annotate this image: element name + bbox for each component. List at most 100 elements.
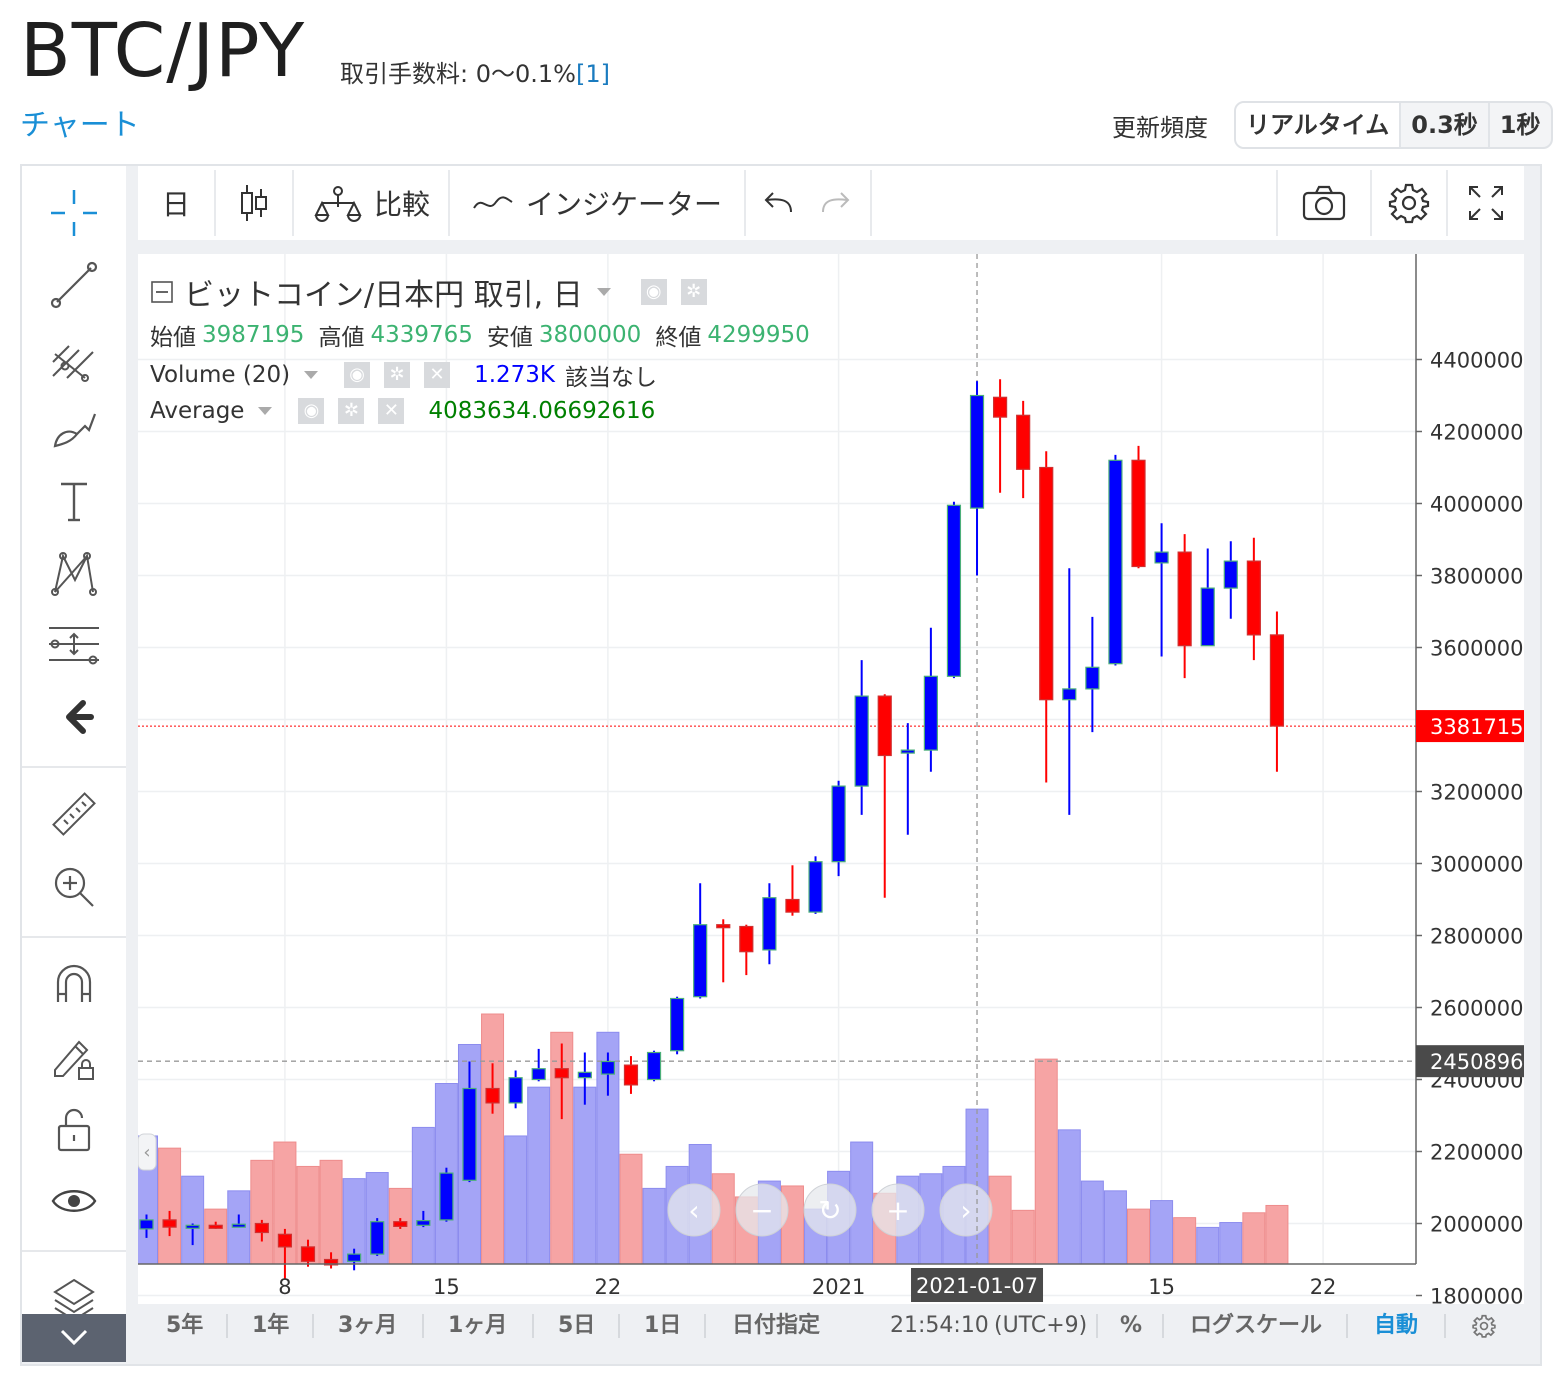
candle-style-button[interactable] [216,166,292,240]
series-settings-gear-icon[interactable]: ✲ [680,279,707,305]
log-scale-button[interactable]: ログスケール [1190,1313,1323,1338]
volume-ma-value: 該当なし [565,365,658,391]
compare-button[interactable]: 比較 [294,166,450,240]
chart-nav-glyph: + [886,1194,909,1227]
crosshair-price-label: 2450896 [1430,1050,1524,1074]
auto-scale-button[interactable]: 自動 [1374,1313,1419,1338]
trend-line-icon[interactable] [22,250,126,320]
compare-label: 比較 [373,188,430,221]
y-tick-label: 2800000 [1430,925,1524,949]
candle-body [508,1077,523,1104]
magnet-icon[interactable] [22,950,126,1020]
lock-drawing-icon[interactable] [22,1022,126,1092]
volume-eye-icon[interactable]: ◉ [344,362,371,388]
freq-realtime-button[interactable]: リアルタイム [1236,103,1400,147]
range-1d-button[interactable]: 1日 [644,1313,682,1338]
volume-bar [988,1175,1012,1265]
collapse-legend-icon[interactable] [150,280,174,304]
date-picker-button[interactable]: 日付指定 [732,1313,821,1338]
fullscreen-button[interactable] [1448,166,1524,240]
screenshot-button[interactable] [1278,166,1370,240]
candle-body [300,1246,316,1262]
candle-body [1246,560,1261,636]
indicator-icon [473,196,513,209]
volume-bar [619,1153,643,1265]
collapse-toolbar-button[interactable] [22,1314,126,1362]
percent-scale-button[interactable]: % [1120,1313,1143,1338]
candle-body [277,1233,293,1248]
volume-indicator-name: Volume (20) [150,362,291,388]
range-3m-button[interactable]: 3ヶ月 [338,1313,398,1338]
candle-body [646,1051,662,1081]
range-5d-button[interactable]: 5日 [558,1313,596,1338]
average-gear-icon[interactable]: ✲ [338,398,365,424]
toolbar-divider [744,170,746,236]
text-icon[interactable] [22,466,126,536]
legend-dropdown-icon[interactable] [596,288,611,296]
volume-bar [1242,1212,1266,1265]
range-1m-button[interactable]: 1ヶ月 [448,1313,508,1338]
back-arrow-icon[interactable] [22,682,126,752]
volume-bar [1265,1204,1289,1265]
indicator-button[interactable]: インジケーター [450,166,744,240]
range-1y-button[interactable]: 1年 [252,1313,290,1338]
freq-0.3s-button[interactable]: 0.3秒 [1399,103,1488,147]
freq-1s-button[interactable]: 1秒 [1487,103,1551,147]
undo-button[interactable] [752,166,804,240]
pattern-icon[interactable] [22,538,126,608]
average-dropdown-icon[interactable] [258,407,273,415]
legend-symbol: ビットコイン/日本円 取引, 日 [184,278,583,313]
crosshair-date-badge [911,1268,1044,1302]
average-eye-icon[interactable]: ◉ [298,398,325,424]
x-tick-label: 22 [595,1275,622,1299]
left-panel-handle [138,1133,157,1171]
clock-time: 21:54:10 [890,1313,989,1338]
toolbar-divider [870,170,872,236]
volume-bar [250,1159,274,1265]
fee-reference-link[interactable]: [1] [575,60,610,88]
zoom-in-icon[interactable] [22,852,126,922]
interval-button[interactable]: 日 [138,166,214,240]
y-tick-label: 3600000 [1430,637,1524,661]
scale-settings-button[interactable] [1472,1304,1496,1348]
range-5y-button[interactable]: 5年 [166,1313,204,1338]
candle-body [393,1221,408,1227]
average-indicator-name: Average [150,398,245,424]
chart-nav-button [871,1183,925,1237]
redo-button[interactable] [810,166,862,240]
pitchfork-icon[interactable] [22,322,126,392]
low-value: 3800000 [538,322,642,348]
chart-area[interactable]: ‹ − ↻ + › ‹ 1800000 2000000 2200000 2400000 260000… [138,254,1524,1304]
compare-icon [314,186,362,222]
candle-body [831,785,846,863]
toolbar-divider [1446,170,1448,236]
crosshair-icon[interactable] [22,178,126,248]
hide-series-eye-icon[interactable]: ◉ [640,279,667,305]
settings-button[interactable] [1372,166,1446,240]
eye-icon[interactable] [22,1166,126,1236]
close-value: 4299950 [707,322,810,348]
bottom-divider [1162,1314,1164,1338]
ruler-icon[interactable] [22,780,126,850]
price-chart[interactable]: ‹ − ↻ + ›‹1800000200000022000002400000260000… [138,254,1524,1304]
volume-bar [527,1086,551,1265]
y-tick-label: 3800000 [1430,565,1524,589]
average-close-icon[interactable]: ✕ [378,398,405,424]
candle-body [1062,688,1077,701]
volume-gear-icon[interactable]: ✲ [384,362,411,388]
candle-body [785,898,800,913]
bottom-divider [312,1314,314,1338]
y-tick-label: 2000000 [1430,1213,1524,1237]
volume-close-icon[interactable]: ✕ [424,362,451,388]
legend-symbol-row: ビットコイン/日本円 取引, 日 ◉ ✲ [150,270,707,314]
candle-body [623,1064,639,1086]
bottom-divider [704,1314,706,1338]
gear-icon [1388,183,1430,224]
timezone-button[interactable]: (UTC+9) [994,1313,1088,1338]
brush-icon[interactable] [22,394,126,464]
chart-link[interactable]: チャート [20,108,140,143]
fib-icon[interactable] [22,610,126,680]
unlock-icon[interactable] [22,1094,126,1164]
chart-nav-glyph: ↻ [818,1194,841,1227]
volume-dropdown-icon[interactable] [304,371,319,379]
